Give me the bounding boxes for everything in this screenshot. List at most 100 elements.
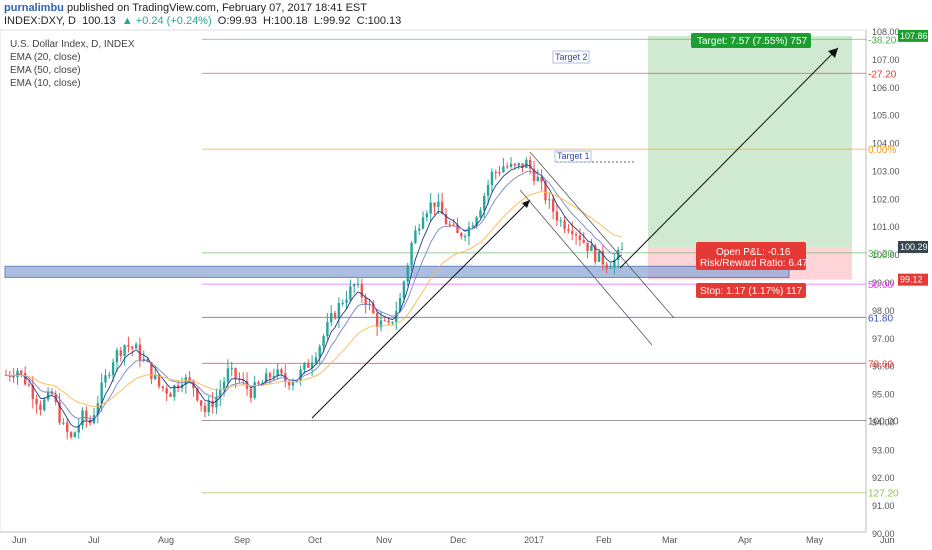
candle-body[interactable]	[433, 202, 436, 207]
candle-body[interactable]	[154, 375, 157, 380]
candle-body[interactable]	[119, 350, 122, 356]
candle-body[interactable]	[303, 362, 306, 370]
candle-body[interactable]	[150, 362, 153, 380]
candle-body[interactable]	[12, 376, 15, 378]
candle-body[interactable]	[486, 185, 490, 196]
candle-body[interactable]	[498, 171, 501, 173]
candle-body[interactable]	[58, 401, 61, 423]
candle-body[interactable]	[299, 369, 302, 381]
candle-body[interactable]	[230, 368, 233, 370]
candle-body[interactable]	[406, 265, 409, 282]
candle-body[interactable]	[169, 393, 172, 397]
candle-body[interactable]	[142, 358, 145, 361]
candle-body[interactable]	[563, 220, 566, 230]
candle-body[interactable]	[131, 346, 134, 349]
candle-body[interactable]	[127, 345, 130, 347]
candle-body[interactable]	[173, 385, 176, 397]
candle-body[interactable]	[616, 249, 620, 260]
candle-body[interactable]	[356, 283, 360, 285]
candle-body[interactable]	[567, 229, 570, 232]
candle-body[interactable]	[253, 382, 256, 399]
candle-body[interactable]	[242, 379, 245, 381]
candle-body[interactable]	[291, 382, 295, 386]
candle-body[interactable]	[483, 195, 486, 211]
candle-body[interactable]	[249, 388, 253, 399]
candle-body[interactable]	[613, 259, 616, 268]
candle-body[interactable]	[295, 380, 298, 383]
candle-body[interactable]	[16, 370, 19, 378]
candle-body[interactable]	[39, 404, 42, 411]
candle-body[interactable]	[196, 388, 199, 401]
candle-body[interactable]	[85, 410, 88, 420]
candle-body[interactable]	[35, 398, 38, 405]
candle-body[interactable]	[199, 400, 203, 406]
candle-body[interactable]	[437, 201, 440, 207]
legend-ema10[interactable]: EMA (10, close)	[10, 78, 81, 89]
candle-body[interactable]	[375, 313, 379, 328]
candle-body[interactable]	[272, 375, 276, 378]
candle-body[interactable]	[456, 224, 459, 234]
candle-body[interactable]	[268, 373, 272, 378]
candle-body[interactable]	[307, 362, 310, 368]
candle-body[interactable]	[574, 234, 578, 236]
candle-body[interactable]	[460, 233, 463, 237]
candle-body[interactable]	[586, 242, 589, 251]
candle-body[interactable]	[590, 245, 593, 251]
candle-body[interactable]	[548, 199, 551, 201]
profit-zone[interactable]	[648, 35, 852, 248]
candle-body[interactable]	[330, 313, 333, 323]
candle-body[interactable]	[326, 322, 329, 337]
candle-body[interactable]	[349, 286, 352, 300]
candle-body[interactable]	[207, 400, 210, 413]
candle-body[interactable]	[379, 320, 383, 328]
candle-body[interactable]	[387, 320, 390, 323]
support-zone[interactable]	[4, 265, 790, 278]
candle-body[interactable]	[471, 225, 474, 227]
candle-body[interactable]	[448, 224, 452, 226]
candle-body[interactable]	[467, 226, 471, 237]
candle-body[interactable]	[479, 210, 482, 218]
candle-body[interactable]	[528, 159, 532, 169]
candle-body[interactable]	[27, 384, 31, 386]
candle-body[interactable]	[578, 235, 582, 241]
candle-body[interactable]	[261, 383, 264, 385]
candle-body[interactable]	[264, 373, 268, 384]
candle-body[interactable]	[20, 370, 23, 373]
candle-body[interactable]	[161, 386, 165, 389]
candle-body[interactable]	[410, 242, 413, 266]
candle-body[interactable]	[444, 214, 448, 225]
candle-body[interactable]	[525, 159, 528, 168]
candle-body[interactable]	[509, 163, 513, 167]
candle-body[interactable]	[402, 281, 406, 299]
candle-body[interactable]	[66, 422, 69, 433]
candle-body[interactable]	[364, 297, 367, 305]
candle-body[interactable]	[521, 163, 524, 168]
candle-body[interactable]	[544, 181, 547, 201]
candle-body[interactable]	[555, 211, 559, 221]
position-target-badge[interactable]	[691, 33, 811, 48]
candle-body[interactable]	[594, 245, 597, 262]
candle-body[interactable]	[215, 397, 218, 408]
candle-body[interactable]	[502, 166, 505, 173]
candle-body[interactable]	[287, 381, 291, 386]
candle-body[interactable]	[421, 217, 425, 229]
candle-body[interactable]	[418, 228, 421, 231]
candle-body[interactable]	[383, 320, 386, 322]
candle-body[interactable]	[69, 432, 73, 438]
candle-body[interactable]	[494, 171, 497, 173]
candle-body[interactable]	[77, 425, 80, 433]
candle-body[interactable]	[345, 299, 348, 303]
candle-body[interactable]	[280, 369, 283, 374]
candle-body[interactable]	[234, 368, 237, 379]
candle-body[interactable]	[601, 250, 605, 265]
candle-body[interactable]	[517, 163, 520, 166]
candle-body[interactable]	[341, 302, 344, 304]
candle-body[interactable]	[425, 213, 429, 218]
candle-body[interactable]	[100, 382, 103, 404]
candle-body[interactable]	[43, 399, 46, 411]
candle-body[interactable]	[372, 303, 375, 314]
legend-ema50[interactable]: EMA (50, close)	[10, 65, 81, 76]
candle-body[interactable]	[605, 264, 608, 269]
candle-body[interactable]	[81, 410, 84, 426]
